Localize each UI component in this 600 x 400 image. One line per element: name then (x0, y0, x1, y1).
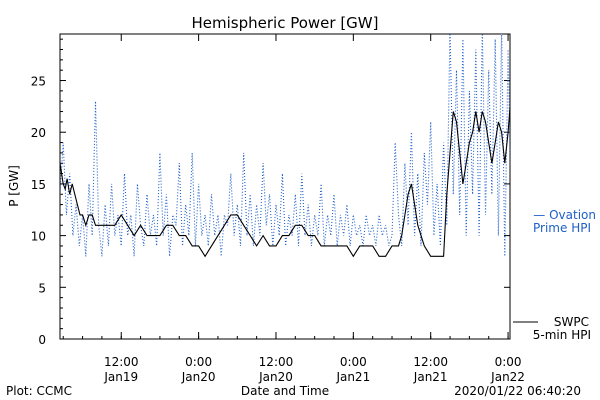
legend-ovation-line2: Prime HPI (533, 221, 591, 235)
x-tick-label-date: Jan22 (490, 370, 525, 384)
series-ovation-prime-line (60, 34, 510, 257)
footer-plot-credit: Plot: CCMC (6, 384, 72, 398)
x-tick-label-time: 12:00 (259, 355, 294, 369)
x-tick-label-date: Jan20 (258, 370, 293, 384)
plot-frame (59, 33, 511, 340)
x-tick-label-date: Jan21 (413, 370, 448, 384)
y-tick-label: 25 (31, 75, 46, 89)
y-tick-label: 10 (31, 230, 46, 244)
x-tick-label-time: 12:00 (413, 355, 448, 369)
y-tick-label: 15 (31, 178, 46, 192)
y-tick-label: 20 (31, 126, 46, 140)
x-tick-label-date: Jan20 (181, 370, 216, 384)
x-tick-label-time: 0:00 (495, 355, 522, 369)
x-tick-label-time: 0:00 (185, 355, 212, 369)
x-tick-label-date: Jan19 (103, 370, 138, 384)
legend-swpc-line1: SWPC (554, 315, 589, 329)
x-axis-label: Date and Time (241, 384, 329, 398)
y-axis-label: P [GW] (7, 165, 21, 207)
series-swpc-line (60, 100, 510, 258)
footer-timestamp: 2020/01/22 06:40:20 (454, 384, 581, 398)
series-layer (60, 34, 510, 258)
y-axis: 0 5 10 15 20 25 (31, 38, 510, 347)
legend-swpc-line2: 5-min HPI (533, 328, 591, 342)
x-axis: 12:00Jan190:00Jan2012:00Jan200:00Jan2112… (62, 34, 525, 384)
x-tick-label-date: Jan21 (335, 370, 370, 384)
x-tick-label-time: 0:00 (340, 355, 367, 369)
legend-ovation-line1: — Ovation (533, 208, 596, 222)
y-tick-label: 5 (38, 281, 46, 295)
y-tick-label: 0 (38, 333, 46, 347)
chart-title: Hemispheric Power [GW] (192, 14, 379, 32)
x-tick-label-time: 12:00 (104, 355, 139, 369)
